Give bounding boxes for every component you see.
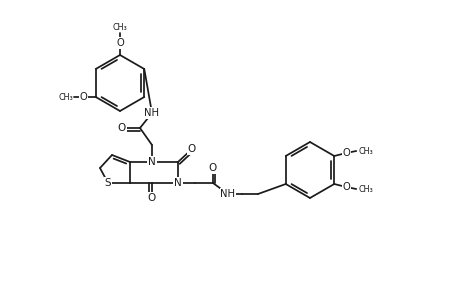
Text: O: O [116, 38, 123, 48]
Text: O: O [147, 193, 156, 203]
Text: O: O [341, 182, 349, 192]
Text: NH: NH [220, 189, 235, 199]
Text: O: O [341, 148, 349, 158]
Text: O: O [187, 144, 196, 154]
Text: S: S [105, 178, 111, 188]
Text: CH₃: CH₃ [58, 92, 73, 101]
Text: O: O [118, 123, 126, 133]
Text: O: O [80, 92, 87, 102]
Text: N: N [148, 157, 156, 167]
Text: CH₃: CH₃ [112, 23, 127, 32]
Text: CH₃: CH₃ [358, 184, 372, 194]
Text: O: O [208, 163, 217, 173]
Text: N: N [174, 178, 181, 188]
Text: NH: NH [144, 108, 159, 118]
Text: CH₃: CH₃ [358, 146, 372, 155]
